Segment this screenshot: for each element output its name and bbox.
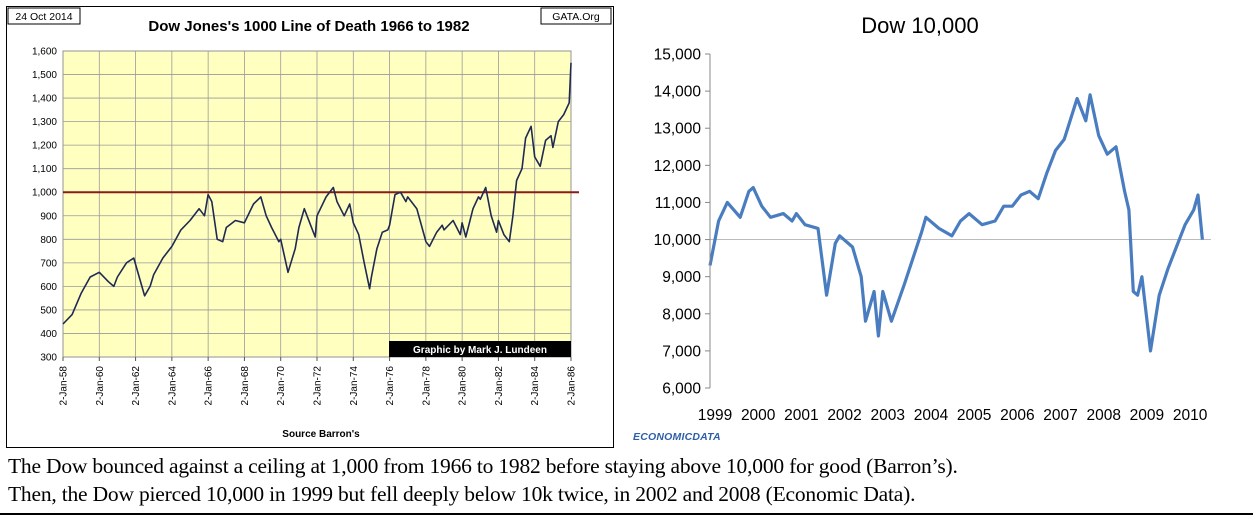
y-tick-label: 900 xyxy=(40,211,57,222)
x-tick-label: 2003 xyxy=(871,407,905,424)
y-tick-label: 1,000 xyxy=(32,188,57,199)
x-tick-label: 2007 xyxy=(1043,407,1077,424)
y-tick-label: 7,000 xyxy=(662,343,701,360)
y-axis-ticks: 6,000 7,000 8,000 9,000 10,000 11,000 12,000 13… xyxy=(654,47,710,398)
source-tag: GATA.Org xyxy=(552,11,600,23)
y-tick-label: 14,000 xyxy=(654,84,702,101)
x-tick-label: 2002 xyxy=(827,407,861,424)
y-tick-label: 13,000 xyxy=(654,121,702,138)
x-tick-label: 2-Jan-80 xyxy=(458,366,469,406)
x-tick-label: 2-Jan-68 xyxy=(240,366,251,406)
date-label: 24 Oct 2014 xyxy=(15,11,72,23)
dow-series-line xyxy=(62,62,572,325)
x-tick-label: 2-Jan-82 xyxy=(494,366,505,406)
x-tick-label: 2010 xyxy=(1173,407,1208,424)
x-tick-label: 2-Jan-76 xyxy=(385,366,396,406)
y-tick-label: 400 xyxy=(40,329,57,340)
y-tick-label: 300 xyxy=(40,353,57,364)
y-axis-ticks: 300 400 500 600 700 800 900 1,000 1,100 1,200 1,30… xyxy=(32,47,57,364)
x-tick-label: 2008 xyxy=(1086,407,1120,424)
x-tick-label: 2-Jan-58 xyxy=(59,366,70,406)
bottom-rule xyxy=(0,513,1253,515)
caption-line-1: The Dow bounced against a ceiling at 1,0… xyxy=(8,454,958,478)
x-axis-label: Source Barron's xyxy=(282,429,360,440)
x-tick-label: 2-Jan-78 xyxy=(421,366,432,406)
x-axis-ticks: 2-Jan-58 2-Jan-60 2-Jan-62 2-Jan-64 2-Jan-66… xyxy=(59,357,578,405)
x-tick-label: 2009 xyxy=(1130,407,1164,424)
source-tag-box xyxy=(540,7,612,25)
x-tick-label: 2-Jan-64 xyxy=(167,366,178,406)
x-tick-label: 2001 xyxy=(784,407,818,424)
y-tick-label: 600 xyxy=(40,282,57,293)
y-tick-label: 6,000 xyxy=(662,381,701,398)
chart-title: Dow Jones's 1000 Line of Death 1966 to 1… xyxy=(148,18,469,35)
y-tick-label: 800 xyxy=(40,235,57,246)
x-axis-ticks: 1999 2000 2001 2002 2003 2004 2005 2006 2007 2008… xyxy=(698,407,1208,424)
chart-title: Dow 10,000 xyxy=(861,13,978,38)
date-label-box xyxy=(7,7,81,25)
credit-box xyxy=(389,341,571,357)
x-tick-label: 2005 xyxy=(957,407,991,424)
dow-1000-line-chart: 24 Oct 2014 GATA.Org Dow Jones's 1000 Li… xyxy=(7,7,612,440)
y-tick-label: 10,000 xyxy=(654,232,702,249)
right-chart-panel: Dow 10,000 6,000 7,000 8,000 9,000 10,000 11,… xyxy=(626,2,1246,452)
y-tick-label: 1,500 xyxy=(32,70,57,81)
x-tick-label: 2-Jan-66 xyxy=(204,366,215,406)
x-tick-label: 2004 xyxy=(914,407,949,424)
left-chart-panel: 24 Oct 2014 GATA.Org Dow Jones's 1000 Li… xyxy=(6,6,614,448)
y-tick-label: 500 xyxy=(40,305,57,316)
caption-line-2: Then, the Dow pierced 10,000 in 1999 but… xyxy=(8,482,916,506)
y-tick-label: 700 xyxy=(40,258,57,269)
y-tick-label: 1,200 xyxy=(32,141,57,152)
y-tick-label: 1,100 xyxy=(32,164,57,175)
y-tick-label: 9,000 xyxy=(662,269,701,286)
x-tick-label: 2-Jan-74 xyxy=(349,366,360,406)
y-tick-label: 12,000 xyxy=(654,158,702,175)
x-tick-label: 2-Jan-62 xyxy=(131,366,142,406)
x-tick-label: 2006 xyxy=(1000,407,1034,424)
dow-10000-chart: Dow 10,000 6,000 7,000 8,000 9,000 10,000 11,… xyxy=(654,13,1211,424)
y-tick-label: 1,300 xyxy=(32,117,57,128)
economic-data-logo: ECONOMICDATA xyxy=(633,431,721,443)
x-tick-label: 1999 xyxy=(698,407,732,424)
x-tick-label: 2-Jan-86 xyxy=(567,366,578,406)
y-tick-label: 1,600 xyxy=(32,47,57,58)
y-tick-label: 11,000 xyxy=(655,195,702,212)
x-tick-label: 2-Jan-60 xyxy=(95,366,106,406)
dow-series-line xyxy=(708,93,1204,353)
x-tick-label: 2-Jan-84 xyxy=(530,366,541,406)
x-tick-label: 2-Jan-70 xyxy=(276,366,287,406)
credit-text: Graphic by Mark J. Lundeen xyxy=(413,345,547,356)
x-tick-label: 2000 xyxy=(741,407,776,424)
x-tick-label: 2-Jan-72 xyxy=(313,366,324,406)
y-tick-label: 1,400 xyxy=(32,94,57,105)
y-tick-label: 15,000 xyxy=(654,47,702,64)
y-tick-label: 8,000 xyxy=(662,306,701,323)
